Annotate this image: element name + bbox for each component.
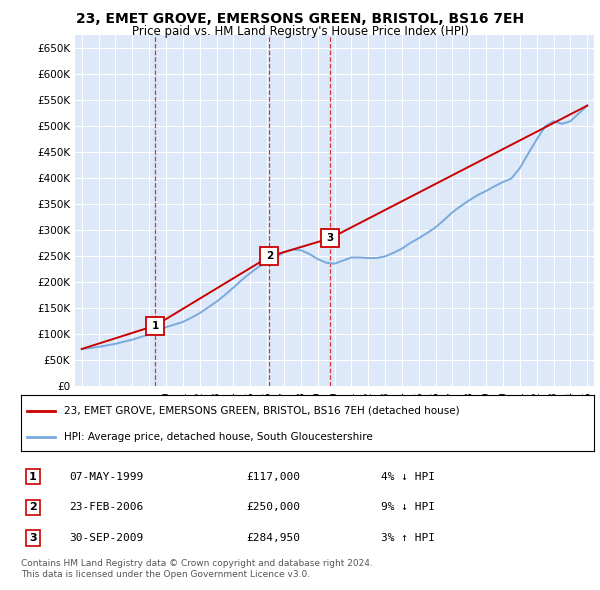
- Text: Price paid vs. HM Land Registry's House Price Index (HPI): Price paid vs. HM Land Registry's House …: [131, 25, 469, 38]
- Text: £250,000: £250,000: [246, 503, 300, 512]
- Text: 30-SEP-2009: 30-SEP-2009: [69, 533, 143, 543]
- Text: 2: 2: [266, 251, 273, 261]
- Text: This data is licensed under the Open Government Licence v3.0.: This data is licensed under the Open Gov…: [21, 571, 310, 579]
- Text: 4% ↓ HPI: 4% ↓ HPI: [381, 472, 435, 481]
- Text: 9% ↓ HPI: 9% ↓ HPI: [381, 503, 435, 512]
- Text: Contains HM Land Registry data © Crown copyright and database right 2024.: Contains HM Land Registry data © Crown c…: [21, 559, 373, 568]
- Text: 23-FEB-2006: 23-FEB-2006: [69, 503, 143, 512]
- Text: 23, EMET GROVE, EMERSONS GREEN, BRISTOL, BS16 7EH: 23, EMET GROVE, EMERSONS GREEN, BRISTOL,…: [76, 12, 524, 26]
- Text: £117,000: £117,000: [246, 472, 300, 481]
- Text: 07-MAY-1999: 07-MAY-1999: [69, 472, 143, 481]
- Text: £284,950: £284,950: [246, 533, 300, 543]
- Text: HPI: Average price, detached house, South Gloucestershire: HPI: Average price, detached house, Sout…: [64, 432, 373, 442]
- Text: 3: 3: [326, 233, 334, 243]
- Text: 1: 1: [29, 472, 37, 481]
- Text: 1: 1: [152, 320, 159, 330]
- Text: 3: 3: [29, 533, 37, 543]
- Text: 2: 2: [29, 503, 37, 512]
- Text: 3% ↑ HPI: 3% ↑ HPI: [381, 533, 435, 543]
- Text: 23, EMET GROVE, EMERSONS GREEN, BRISTOL, BS16 7EH (detached house): 23, EMET GROVE, EMERSONS GREEN, BRISTOL,…: [64, 406, 460, 416]
